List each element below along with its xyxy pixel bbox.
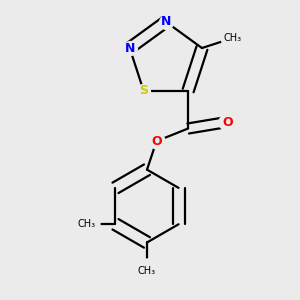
Text: CH₃: CH₃: [138, 266, 156, 276]
Text: N: N: [124, 41, 135, 55]
Text: O: O: [151, 135, 162, 148]
Text: CH₃: CH₃: [78, 219, 96, 229]
Text: S: S: [139, 84, 148, 97]
Text: CH₃: CH₃: [223, 33, 241, 43]
Text: O: O: [222, 116, 233, 129]
Text: N: N: [160, 15, 171, 28]
